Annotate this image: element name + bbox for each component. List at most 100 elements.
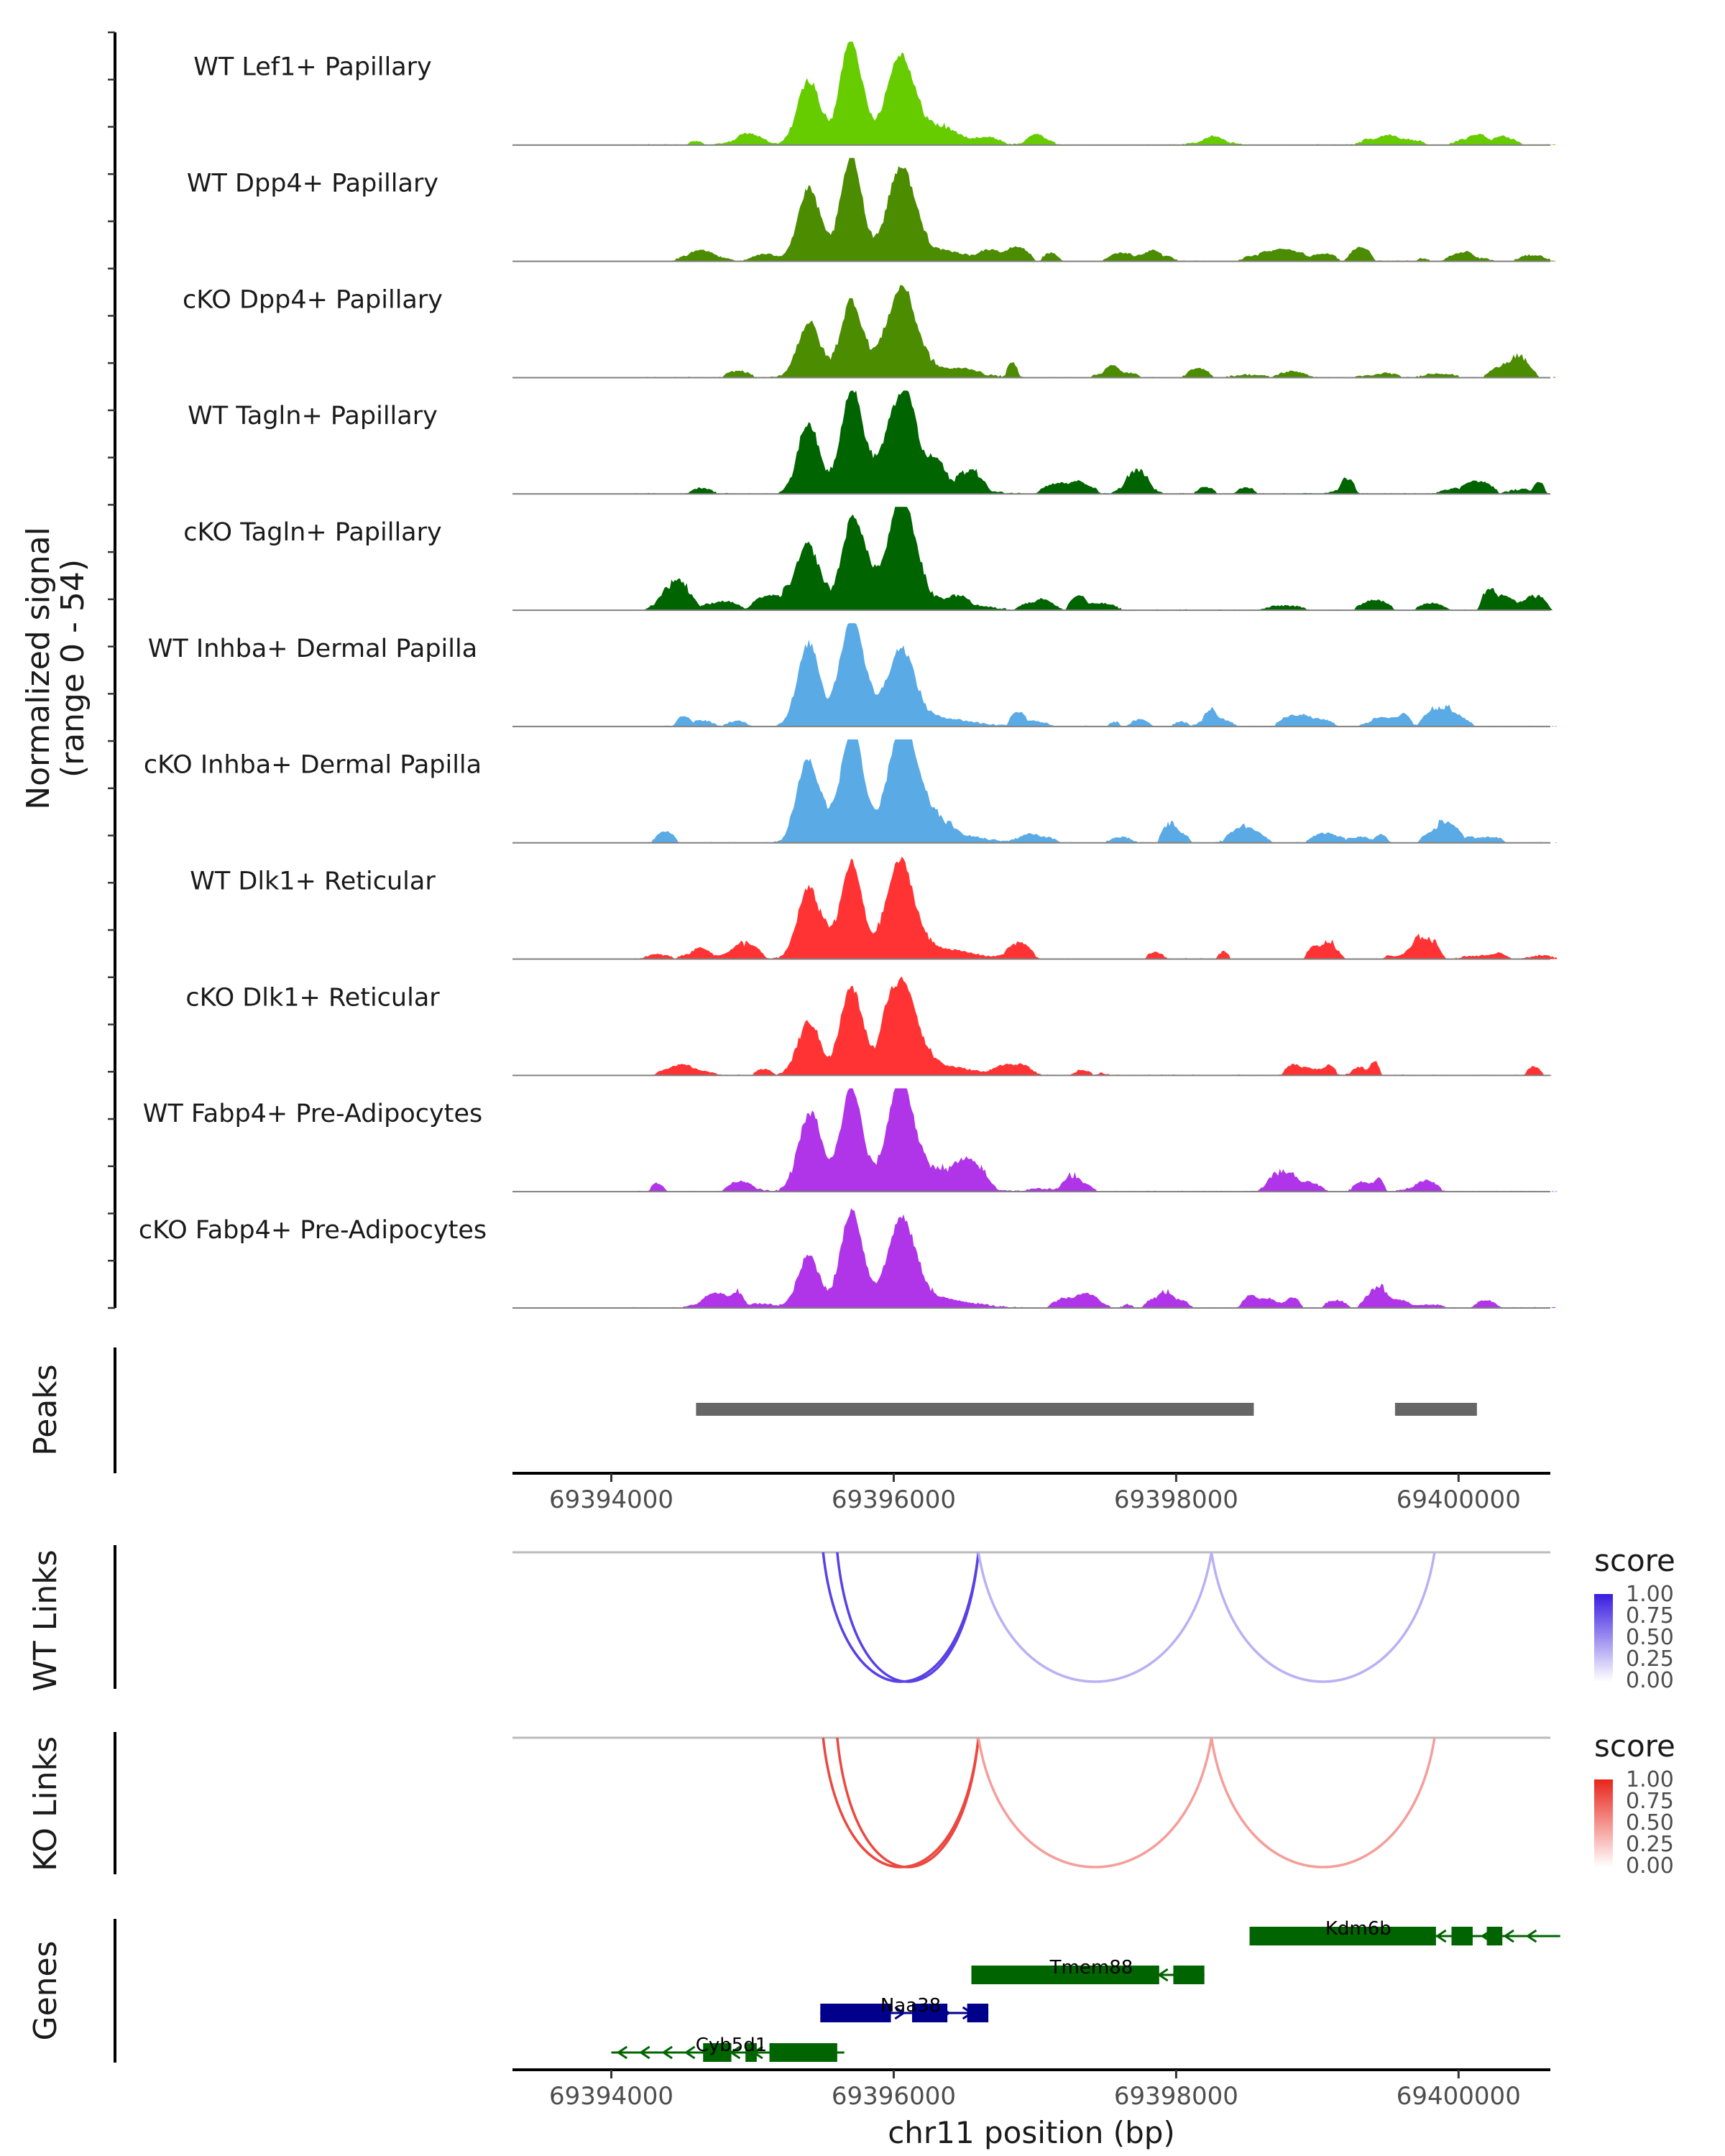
legend-swatch xyxy=(1594,1861,1613,1864)
legend-swatch xyxy=(1594,1672,1613,1674)
x-tick-label: 69400000 xyxy=(1397,1485,1521,1514)
x-tick-label: 69398000 xyxy=(1114,1485,1238,1514)
gene-exon xyxy=(971,1966,1159,1984)
links-panel: WT Links score 1.000.750.500.250.00 xyxy=(27,1543,1675,1693)
legend-tick-label: 1.00 xyxy=(1626,1767,1674,1792)
legend-swatch xyxy=(1594,1676,1613,1679)
link-arc xyxy=(836,1737,980,1869)
track-label: WT Dlk1+ Reticular xyxy=(190,867,436,895)
legend-swatch xyxy=(1594,1816,1613,1819)
legend-tick-label: 0.75 xyxy=(1626,1789,1674,1814)
legend-swatch xyxy=(1594,1799,1613,1802)
x-tick-label: 69398000 xyxy=(1114,2082,1238,2111)
track-label: cKO Fabp4+ Pre-Adipocytes xyxy=(139,1216,487,1245)
gene-exon xyxy=(703,2043,732,2062)
legend-swatch xyxy=(1594,1842,1613,1845)
gene-label: Kdm6b xyxy=(1325,1918,1392,1940)
gene-exon xyxy=(745,2043,757,2062)
coverage-track: WT Fabp4+ Pre-Adipocytes xyxy=(143,1088,1558,1193)
coverage-area xyxy=(632,507,1558,611)
links-ylabel: KO Links xyxy=(27,1736,64,1871)
strand-arrow xyxy=(638,2045,650,2060)
coverage-area xyxy=(632,42,1558,145)
legend-swatch xyxy=(1594,1831,1613,1834)
legend-swatch xyxy=(1594,1628,1613,1631)
legend-swatch xyxy=(1594,1620,1613,1623)
legend-swatch xyxy=(1594,1594,1613,1597)
legend-swatch xyxy=(1594,1613,1613,1616)
legend-swatch xyxy=(1594,1626,1613,1629)
track-label: WT Lef1+ Papillary xyxy=(193,53,432,82)
legend-swatch xyxy=(1594,1665,1613,1668)
legend-swatch xyxy=(1594,1678,1613,1681)
gene-label: Cyb5d1 xyxy=(696,2035,768,2056)
legend-swatch xyxy=(1594,1840,1613,1843)
coverage-area xyxy=(632,390,1558,494)
legend-swatch xyxy=(1594,1644,1613,1646)
strand-arrow xyxy=(661,2045,673,2060)
link-arc xyxy=(1210,1552,1436,1683)
legend-tick-label: 0.00 xyxy=(1626,1853,1674,1879)
legend-swatch xyxy=(1594,1814,1613,1817)
peaks-ylabel: Peaks xyxy=(27,1364,64,1455)
gene-model: Naa38 xyxy=(820,1995,989,2022)
track-label: WT Fabp4+ Pre-Adipocytes xyxy=(143,1100,482,1128)
legend-swatch xyxy=(1594,1659,1613,1662)
gene-label: Tmem88 xyxy=(1049,1957,1133,1978)
legend-swatch xyxy=(1594,1661,1613,1664)
track-label: WT Inhba+ Dermal Papilla xyxy=(148,635,477,663)
legend-swatch xyxy=(1594,1624,1613,1627)
link-arc xyxy=(822,1552,980,1683)
legend-swatch xyxy=(1594,1674,1613,1677)
legend-swatch xyxy=(1594,1803,1613,1806)
legend-tick-label: 0.25 xyxy=(1626,1646,1674,1672)
track-label: cKO Inhba+ Dermal Papilla xyxy=(144,751,482,780)
legend-swatch xyxy=(1594,1631,1613,1634)
legend-swatch xyxy=(1594,1637,1613,1640)
gene-exon xyxy=(1451,1927,1473,1945)
coverage-area xyxy=(632,976,1558,1076)
axes: Normalized signal(range 0 - 54) xyxy=(20,31,116,1309)
coverage-ylabel-group: Normalized signal(range 0 - 54) xyxy=(20,527,91,810)
coverage-track: WT Dpp4+ Papillary xyxy=(187,157,1558,262)
strand-arrow xyxy=(1435,1929,1447,1943)
legend-swatch xyxy=(1594,1859,1613,1862)
legend-title: score xyxy=(1594,1728,1675,1764)
legend-swatch xyxy=(1594,1825,1613,1828)
legend-swatch xyxy=(1594,1786,1613,1789)
track-label: cKO Tagln+ Papillary xyxy=(183,518,442,547)
legend-swatch xyxy=(1594,1788,1613,1791)
coverage-area xyxy=(632,285,1558,378)
link-arc xyxy=(977,1552,1213,1683)
legend-swatch xyxy=(1594,1605,1613,1608)
legend-swatch xyxy=(1594,1855,1613,1858)
legend-swatch xyxy=(1594,1812,1613,1815)
legend-swatch xyxy=(1594,1784,1613,1787)
x-axis-title: chr11 position (bp) xyxy=(888,2115,1175,2150)
legend-swatch xyxy=(1594,1779,1613,1782)
gene-model: Tmem88 xyxy=(971,1957,1205,1984)
x-tick-label: 69396000 xyxy=(832,2082,956,2111)
coverage-track: WT Dlk1+ Reticular xyxy=(190,857,1558,960)
legend-swatch xyxy=(1594,1795,1613,1797)
legend-swatch xyxy=(1594,1596,1613,1599)
legend-swatch xyxy=(1594,1618,1613,1621)
legend-swatch xyxy=(1594,1611,1613,1614)
link-arc xyxy=(1210,1737,1436,1869)
legend-swatch xyxy=(1594,1853,1613,1856)
coverage-track: cKO Tagln+ Papillary xyxy=(183,507,1558,612)
link-arc xyxy=(822,1737,980,1869)
legend-swatch xyxy=(1594,1810,1613,1812)
legend-swatch xyxy=(1594,1823,1613,1825)
coverage-ylabel: Normalized signal xyxy=(20,527,57,810)
legend-swatch xyxy=(1594,1622,1613,1625)
legend-swatch xyxy=(1594,1829,1613,1832)
peaks-track: Peaks 69394000 69396000 69398000 69400000 xyxy=(27,1348,1550,1514)
gene-exon xyxy=(967,2004,989,2022)
strand-arrow xyxy=(1525,1929,1537,1943)
legend-swatch xyxy=(1594,1807,1613,1810)
links-ylabel: WT Links xyxy=(27,1549,64,1691)
legend-swatch xyxy=(1594,1639,1613,1642)
